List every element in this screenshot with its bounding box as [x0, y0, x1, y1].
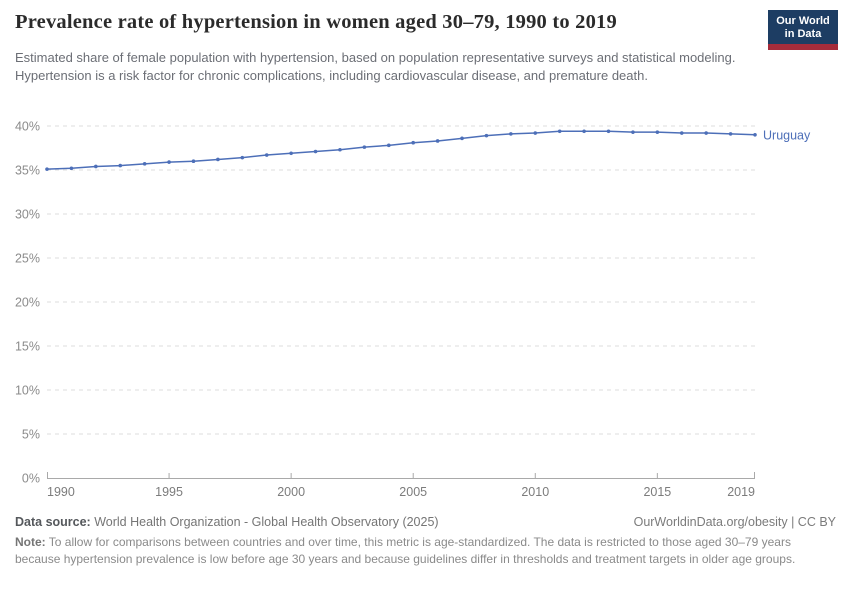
data-point[interactable] — [338, 147, 342, 152]
data-point[interactable] — [704, 131, 708, 135]
x-tick-label: 1990 — [47, 485, 75, 499]
chart-note-text: To allow for comparisons between countri… — [15, 535, 796, 566]
owid-logo[interactable]: Our World in Data — [768, 10, 838, 50]
x-tick-label: 2019 — [727, 485, 755, 499]
y-tick-label: 0% — [22, 472, 40, 486]
data-point[interactable] — [753, 133, 757, 137]
line-chart[interactable]: 0% 5% 10% 15% 20% 25% 30% 35% 40% 1990 1995 2000 200… — [0, 108, 850, 508]
series-label-uruguay[interactable]: Uruguay — [763, 128, 811, 142]
data-point[interactable] — [216, 157, 220, 162]
data-point[interactable] — [533, 131, 538, 135]
data-point[interactable] — [118, 163, 123, 168]
data-point[interactable] — [509, 132, 513, 136]
y-tick-label: 35% — [15, 164, 40, 178]
chart-area: 0% 5% 10% 15% 20% 25% 30% 35% 40% 1990 1995 2000 200… — [0, 108, 850, 508]
uruguay-line — [46, 130, 756, 170]
data-point[interactable] — [386, 143, 391, 148]
data-point[interactable] — [679, 131, 684, 135]
y-tick-label: 30% — [15, 208, 40, 222]
chart-note-label: Note: — [15, 535, 46, 549]
data-point[interactable] — [264, 153, 269, 157]
attribution-link[interactable]: OurWorldinData.org/obesity | CC BY — [633, 515, 836, 529]
x-tick-label: 1995 — [155, 485, 183, 499]
data-point[interactable] — [631, 130, 635, 134]
y-tick-label: 25% — [15, 252, 40, 266]
data-source-label: Data source: — [15, 515, 91, 529]
data-point[interactable] — [94, 164, 98, 169]
data-point[interactable] — [728, 132, 733, 136]
data-point[interactable] — [289, 151, 293, 156]
data-point[interactable] — [167, 160, 171, 164]
x-tick-label: 2015 — [643, 485, 671, 499]
data-point[interactable] — [240, 155, 245, 160]
chart-note: Note: To allow for comparisons between c… — [15, 534, 833, 567]
y-tick-label: 40% — [15, 120, 40, 134]
owid-logo-line2: in Data — [784, 28, 822, 40]
data-point[interactable] — [460, 136, 464, 141]
y-tick-label: 5% — [22, 428, 40, 442]
data-source-text: World Health Organization - Global Healt… — [90, 515, 439, 529]
data-point[interactable] — [142, 162, 147, 166]
chart-subtitle: Estimated share of female population wit… — [15, 50, 736, 83]
owid-logo-line1: Our World — [776, 15, 830, 27]
data-point[interactable] — [655, 130, 660, 134]
data-source: Data source: World Health Organization -… — [15, 514, 439, 530]
y-tick-label: 10% — [15, 384, 40, 398]
x-tick-label: 2000 — [277, 485, 305, 499]
data-point[interactable] — [411, 140, 416, 145]
chart-title: Prevalence rate of hypertension in women… — [15, 11, 617, 33]
data-point[interactable] — [313, 149, 318, 154]
data-point[interactable] — [484, 133, 489, 138]
y-tick-label: 15% — [15, 340, 40, 354]
y-tick-label: 20% — [15, 296, 40, 310]
x-tick-label: 2010 — [521, 485, 549, 499]
data-point[interactable] — [362, 145, 367, 149]
data-point[interactable] — [557, 129, 562, 134]
data-point[interactable] — [45, 167, 49, 171]
data-point[interactable] — [191, 159, 196, 163]
footer-source-row: Data source: World Health Organization -… — [15, 514, 836, 530]
x-tick-label: 2005 — [399, 485, 427, 499]
data-point[interactable] — [435, 139, 440, 143]
data-point[interactable] — [606, 129, 611, 134]
data-point[interactable] — [69, 166, 74, 171]
data-point[interactable] — [582, 129, 586, 134]
